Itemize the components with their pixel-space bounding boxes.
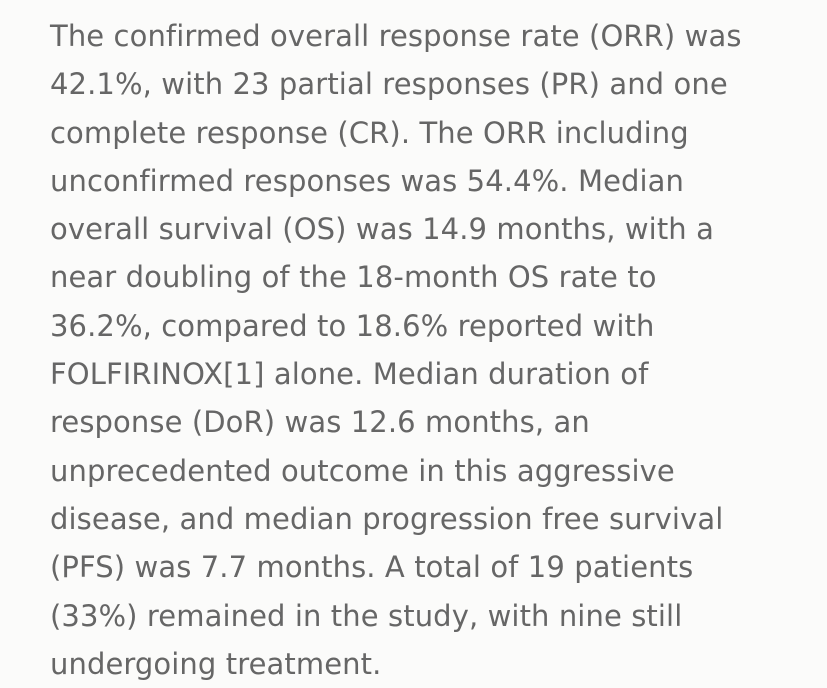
- paragraph-line: undergoing treatment.: [50, 646, 382, 681]
- paragraph-line: unprecedented outcome in this aggressive: [50, 453, 675, 488]
- paragraph-line: near doubling of the 18-month OS rate to: [50, 260, 657, 295]
- paragraph-line: The confirmed overall response rate (ORR…: [50, 19, 742, 53]
- paragraph-line: complete response (CR). The ORR includin…: [50, 115, 689, 150]
- paragraph-line: (33%) remained in the study, with nine s…: [50, 598, 683, 633]
- paragraph-line: overall survival (OS) was 14.9 months, w…: [50, 212, 714, 247]
- paragraph-line: 42.1%, with 23 partial responses (PR) an…: [50, 67, 728, 102]
- paragraph-line: FOLFIRINOX[1] alone. Median duration of: [50, 357, 649, 392]
- paragraph-line: disease, and median progression free sur…: [50, 501, 724, 536]
- paragraph-line: 36.2%, compared to 18.6% reported with: [50, 308, 655, 343]
- paragraph-line: response (DoR) was 12.6 months, an: [50, 405, 590, 440]
- article-paragraph: The confirmed overall response rate (ORR…: [50, 12, 810, 688]
- paragraph-line: (PFS) was 7.7 months. A total of 19 pati…: [50, 550, 694, 585]
- paragraph-line: unconfirmed responses was 54.4%. Median: [50, 163, 685, 198]
